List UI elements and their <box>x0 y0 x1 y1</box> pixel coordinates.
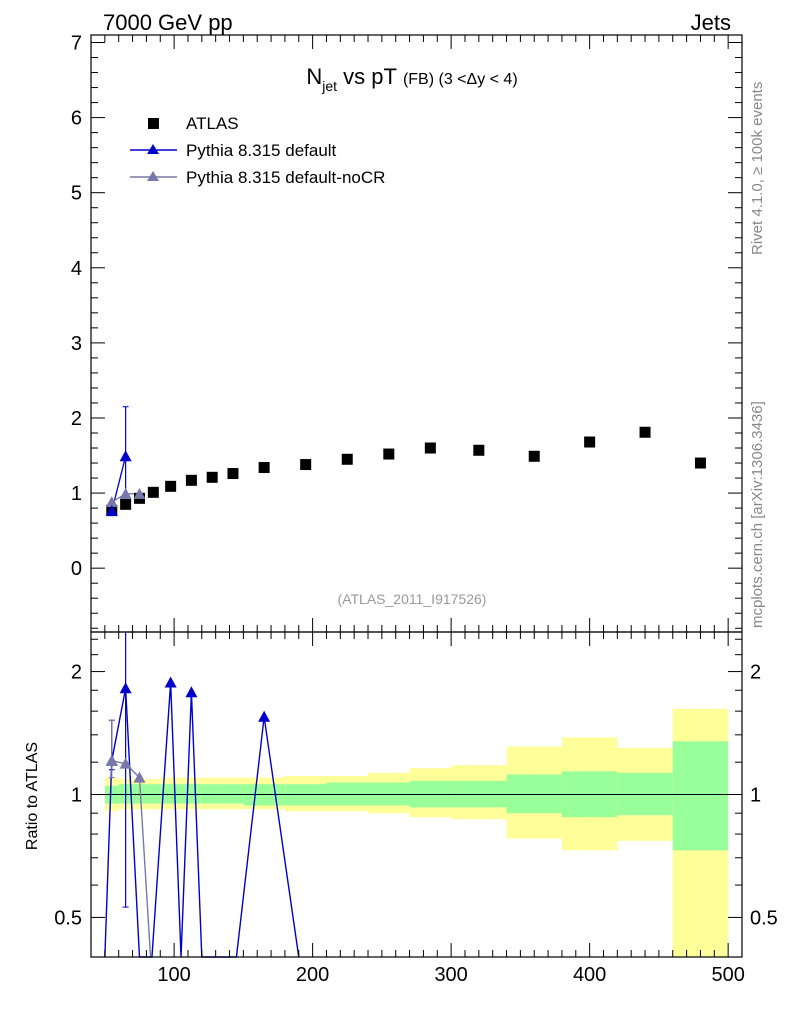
band-inner-11 <box>368 782 410 806</box>
ratio-xtick-label: 100 <box>157 964 190 986</box>
legend-default-label: Pythia 8.315 default <box>186 141 337 160</box>
main-atlas-point <box>258 462 270 474</box>
main-ytick-label: 6 <box>71 108 82 130</box>
ratio-default-point <box>258 710 271 722</box>
main-panel: Njet vs pT (FB) (3 <Δy < 4) (ATLAS_2011_I… <box>105 64 706 607</box>
main-ytick-label: 3 <box>71 333 82 355</box>
main-atlas-point <box>424 442 436 454</box>
ratio-ytick-label: 1 <box>71 785 82 807</box>
band-inner-17 <box>672 741 729 851</box>
ratio-default-point <box>185 686 198 698</box>
main-atlas-point <box>473 444 485 456</box>
ratio-ytick-label-right: 2 <box>750 662 761 684</box>
main-atlas-point <box>528 450 540 462</box>
rivet-label: Rivet 4.1.0, ≥ 100k events <box>749 82 766 255</box>
main-atlas-point <box>694 457 706 469</box>
band-inner-4 <box>160 784 182 804</box>
ratio-default-point <box>164 676 177 688</box>
legend-atlas-label: ATLAS <box>186 114 239 133</box>
main-atlas-point <box>227 468 239 480</box>
band-inner-2 <box>132 784 147 804</box>
ratio-nocr-line <box>111 760 152 958</box>
main-ytick-label: 0 <box>71 558 82 580</box>
main-atlas-point <box>185 474 197 486</box>
ratio-xtick-label: 500 <box>711 964 744 986</box>
band-inner-16 <box>617 772 673 816</box>
main-atlas-point <box>147 486 159 498</box>
ratio-default-line <box>104 682 300 958</box>
main-nocr-point <box>105 496 118 508</box>
ratio-default-point <box>119 682 132 694</box>
main-default-point <box>105 505 118 517</box>
main-ytick-label: 5 <box>71 183 82 205</box>
main-atlas-point <box>120 498 132 510</box>
ratio-nocr-point <box>105 754 118 766</box>
ratio-xtick-label: 200 <box>296 964 329 986</box>
main-ytick-label: 4 <box>71 258 82 280</box>
watermark: (ATLAS_2011_I917526) <box>338 591 487 607</box>
title-rest: vs pT <box>337 64 397 89</box>
header-right: Jets <box>691 10 731 35</box>
main-nocr-point <box>133 487 146 499</box>
main-atlas-point <box>639 426 651 438</box>
ratio-ytick-label-right: 0.5 <box>750 907 778 929</box>
main-atlas-point <box>206 471 218 483</box>
ratio-nocr-point <box>133 771 146 783</box>
main-atlas-point <box>165 480 177 492</box>
legend: ATLAS Pythia 8.315 default Pythia 8.315 … <box>130 114 385 187</box>
band-inner-3 <box>146 784 161 804</box>
main-ytick-label: 7 <box>71 33 82 55</box>
ratio-ytick-label: 0.5 <box>54 907 82 929</box>
main-atlas-point <box>383 448 395 460</box>
main-atlas-point <box>584 436 596 448</box>
plot-title: Njet vs pT (FB) (3 <Δy < 4) <box>306 64 517 94</box>
main-ytick-label: 2 <box>71 408 82 430</box>
ratio-ytick-label: 2 <box>71 662 82 684</box>
ratio-ylabel: Ratio to ATLAS <box>24 742 41 850</box>
ratio-ytick-label-right: 1 <box>750 785 761 807</box>
band-inner-14 <box>506 774 562 814</box>
title-sub: jet <box>321 78 337 94</box>
title-cut: (FB) (3 <Δy < 4) <box>403 71 518 88</box>
ratio-panel: Ratio to ATLAS <box>24 632 742 958</box>
ratio-nocr-point <box>119 757 132 769</box>
mcplots-label: mcplots.cern.ch [arXiv:1306.3436] <box>749 401 766 628</box>
band-inner-10 <box>326 782 369 806</box>
main-ytick-label: 1 <box>71 483 82 505</box>
legend-atlas-marker <box>148 118 159 129</box>
band-inner-6 <box>201 784 223 804</box>
legend-nocr-marker <box>147 171 159 181</box>
legend-nocr-label: Pythia 8.315 default-noCR <box>186 168 385 187</box>
main-atlas-point <box>300 459 312 471</box>
main-atlas-point <box>341 453 353 465</box>
main-nocr-point <box>119 487 132 499</box>
legend-default-marker <box>147 144 159 154</box>
band-inner-5 <box>181 784 202 804</box>
header-left: 7000 GeV pp <box>103 10 233 35</box>
ratio-xtick-label: 400 <box>573 964 606 986</box>
title-main: N <box>306 64 322 89</box>
main-default-point <box>119 450 132 462</box>
band-inner-7 <box>222 784 244 804</box>
ratio-xtick-label: 300 <box>434 964 467 986</box>
